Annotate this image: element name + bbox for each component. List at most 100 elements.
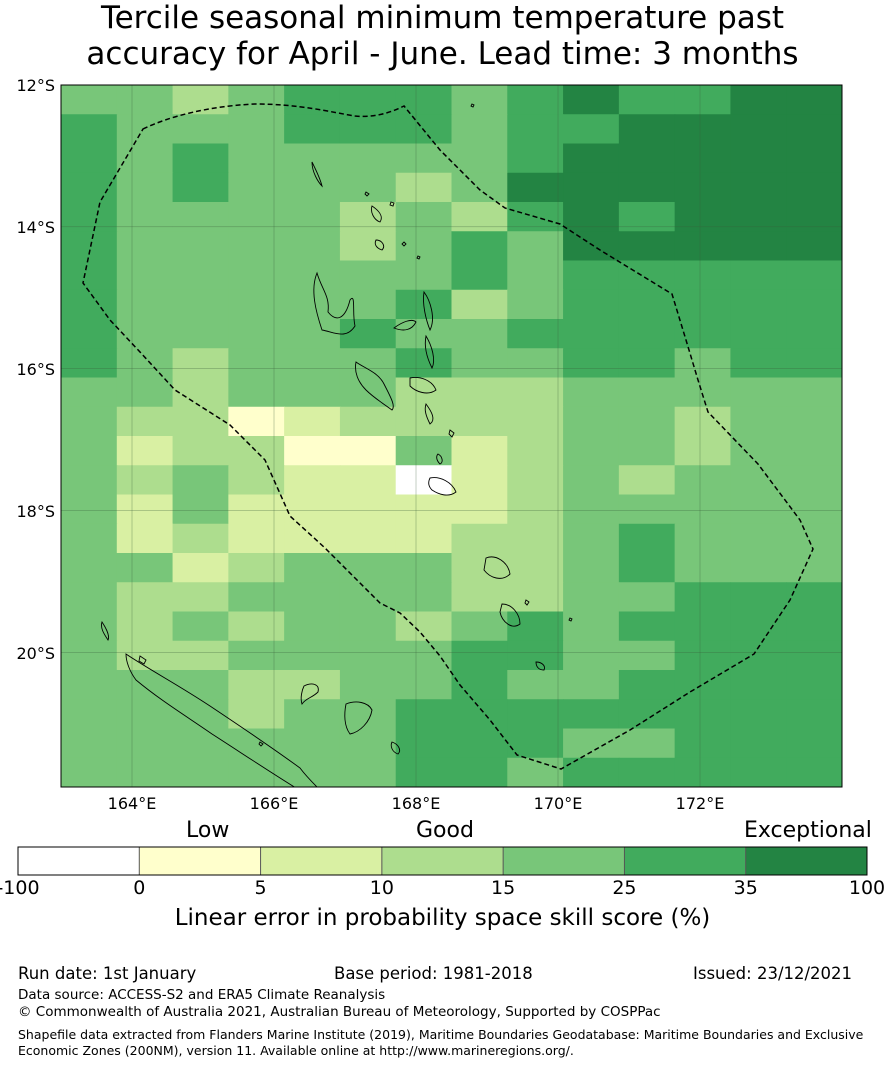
skill-cell — [172, 143, 229, 174]
skill-cell — [116, 670, 174, 700]
skill-cell — [228, 172, 285, 203]
colorbar-swatch — [745, 847, 867, 875]
skill-cell — [339, 172, 397, 203]
skill-cell — [618, 757, 676, 787]
skill-cell — [730, 582, 787, 613]
skill-cell — [730, 670, 787, 700]
skill-cell — [563, 202, 620, 232]
skill-cell — [284, 289, 341, 320]
skill-cell — [284, 436, 341, 466]
skill-cell — [674, 670, 732, 700]
skill-cell — [730, 640, 787, 671]
skill-cell — [116, 377, 174, 408]
skill-cell — [172, 348, 229, 379]
skill-cell — [730, 611, 787, 642]
skill-cell — [507, 494, 564, 525]
skill-cell — [618, 231, 676, 262]
skill-cell — [395, 670, 453, 700]
skill-cell — [172, 85, 229, 115]
skill-cell — [395, 728, 453, 759]
skill-cell — [786, 202, 842, 232]
copyright: © Commonwealth of Australia 2021, Austra… — [18, 1004, 661, 1020]
skill-cell — [395, 640, 453, 671]
skill-cell — [618, 436, 676, 466]
skill-cell — [61, 231, 118, 262]
skill-cell — [116, 611, 174, 642]
skill-cell — [172, 465, 229, 496]
skill-cell — [172, 611, 229, 642]
skill-cell — [339, 699, 397, 730]
skill-cell — [284, 611, 341, 642]
skill-cell — [284, 523, 341, 554]
skill-cell — [618, 260, 676, 291]
skill-cell — [451, 640, 508, 671]
graticule — [61, 85, 842, 787]
colorbar-tick-label: 5 — [255, 877, 267, 895]
skill-cell — [61, 406, 118, 437]
skill-cell — [563, 289, 620, 320]
skill-cell — [395, 494, 453, 525]
skill-cell — [507, 260, 564, 291]
skill-cell — [284, 85, 341, 115]
colorbar-swatch — [139, 847, 261, 875]
skill-cell — [172, 202, 229, 232]
skill-cell — [507, 377, 564, 408]
skill-cell — [61, 728, 118, 759]
skill-cell — [61, 582, 118, 613]
colorbar-swatch — [260, 847, 382, 875]
colorbar-label: Linear error in probability space skill … — [174, 905, 711, 931]
skill-cell — [284, 640, 341, 671]
skill-cell — [674, 436, 732, 466]
skill-cell — [451, 699, 508, 730]
skill-cell — [395, 319, 453, 349]
coastline-isle-2 — [389, 201, 395, 207]
skill-cell — [618, 494, 676, 525]
skill-cell — [563, 436, 620, 466]
lon-label-168e: 168°E — [392, 794, 441, 810]
skill-cell — [674, 260, 732, 291]
skill-cell — [172, 319, 229, 349]
coastline-isle-10 — [258, 741, 264, 747]
skill-cell — [61, 640, 118, 671]
skill-cell — [674, 523, 732, 554]
skill-cell — [172, 699, 229, 730]
skill-cell — [786, 143, 842, 174]
shapefile-credit-line-1: Shapefile data extracted from Flanders M… — [18, 1027, 864, 1042]
skill-cell — [284, 377, 341, 408]
colorbar-tick-label: 0 — [133, 877, 145, 895]
coastline-isle-4 — [416, 255, 421, 260]
lon-label-164e: 164°E — [108, 794, 157, 810]
skill-cell — [730, 260, 787, 291]
skill-cell — [172, 114, 229, 145]
skill-cell — [284, 260, 341, 291]
skill-cell — [674, 319, 732, 349]
skill-cell — [61, 553, 118, 583]
skill-cell — [451, 114, 508, 145]
skill-cell — [284, 172, 341, 203]
skill-cell — [228, 231, 285, 262]
skill-cell — [730, 465, 787, 496]
skill-cell — [507, 143, 564, 174]
skill-cell — [786, 406, 842, 437]
skill-cell — [61, 611, 118, 642]
skill-cell — [339, 465, 397, 496]
skill-cell — [786, 611, 842, 642]
skill-cell — [228, 494, 285, 525]
skill-cell — [451, 319, 508, 349]
skill-cell — [507, 406, 564, 437]
skill-cell — [563, 640, 620, 671]
map-frame — [60, 84, 843, 788]
skill-cell — [618, 523, 676, 554]
skill-cell — [339, 406, 397, 437]
skill-cell — [228, 465, 285, 496]
skill-cell — [395, 699, 453, 730]
skill-cell — [618, 172, 676, 203]
skill-cell — [507, 640, 564, 671]
skill-cell — [563, 377, 620, 408]
skill-cell — [730, 319, 787, 349]
coastline-isle-1 — [364, 191, 370, 197]
coastline-isle-9 — [138, 655, 147, 665]
skill-cell — [730, 553, 787, 583]
shapefile-credit: Shapefile data extracted from Flanders M… — [18, 1027, 863, 1059]
skill-cell — [228, 260, 285, 291]
